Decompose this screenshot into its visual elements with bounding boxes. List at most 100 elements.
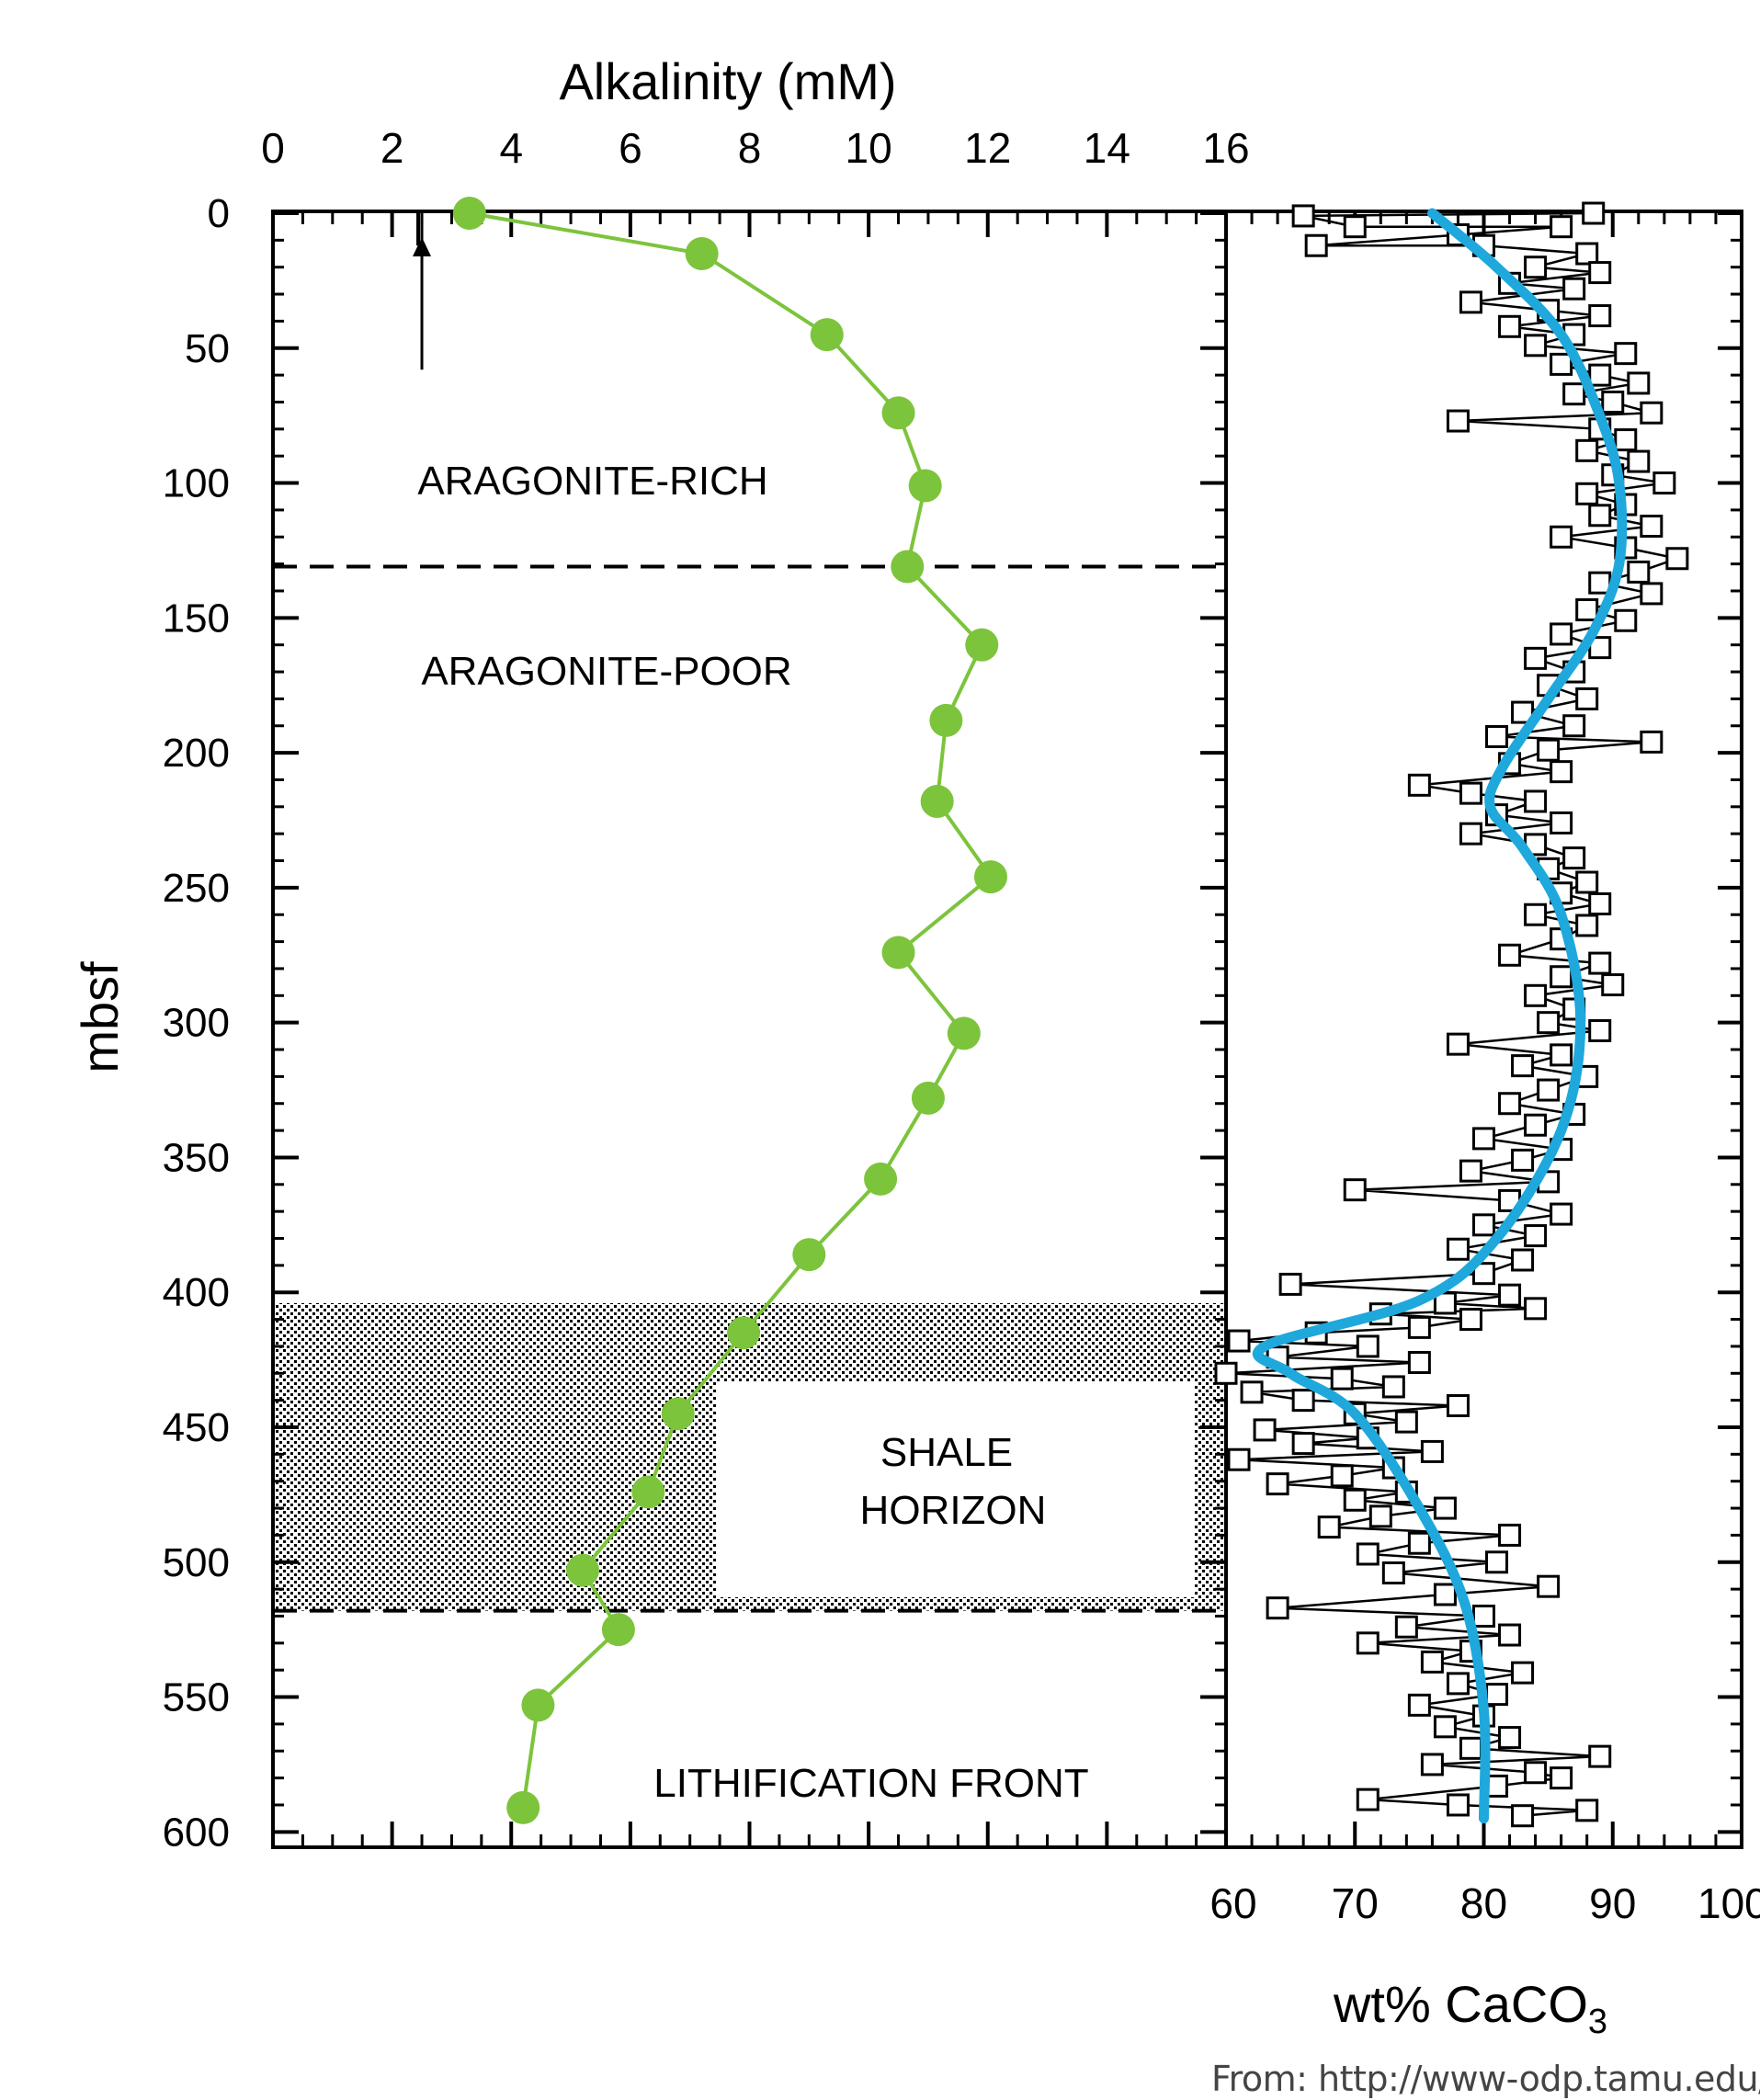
zone-label-aragonite-poor: ARAGONITE-POOR [421, 649, 791, 694]
alkalinity-point [891, 550, 925, 584]
carbonate-tick-label: 90 [1589, 1879, 1636, 1927]
carbonate-point [1291, 1389, 1315, 1413]
carbonate-point [1459, 1308, 1482, 1332]
alkalinity-tick-label: 8 [738, 124, 762, 172]
carbonate-point [1407, 1693, 1431, 1717]
carbonate-point [1446, 409, 1470, 433]
alkalinity-point [947, 1016, 981, 1050]
carbonate-point [1330, 1464, 1354, 1488]
carbonate-point [1601, 973, 1625, 997]
carbonate-point [1498, 1283, 1522, 1307]
depth-tick-label: 150 [163, 596, 230, 641]
carbonate-point [1498, 1092, 1522, 1116]
carbonate-point [1420, 1753, 1444, 1776]
source-note: From: http://www-odp.tamu.edu/ [1211, 2059, 1760, 2099]
carbonate-point [1485, 724, 1509, 748]
carbonate-point [1278, 1272, 1302, 1296]
carbonate-point [1524, 334, 1548, 358]
carbonate-point [1575, 482, 1599, 505]
carbonate-point [1537, 1574, 1561, 1598]
carbonate-trend-line [1252, 208, 1628, 1824]
carbonate-point [1562, 277, 1586, 301]
alkalinity-axis-title: Alkalinity (mM) [559, 52, 896, 110]
carbonate-trend [1252, 208, 1628, 1824]
carbonate-point [1588, 363, 1612, 387]
carbonate-point [1562, 846, 1586, 870]
carbonate-point [1356, 1334, 1380, 1358]
carbonate-tick-label: 60 [1209, 1879, 1256, 1927]
axis-tick-labels: 0 50 100 150 200 250 300 350 400 450 500 550 600 0 2 4 6… [163, 124, 1760, 1927]
carbonate-point [1575, 438, 1599, 462]
carbonate-point [1472, 1213, 1495, 1237]
carbonate-point [1511, 1148, 1535, 1172]
carbonate-scatter [1214, 201, 1689, 1828]
zone-label-shale-line1: SHALE [880, 1430, 1013, 1475]
carbonate-point [1652, 471, 1676, 495]
alkalinity-point [631, 1475, 665, 1509]
alkalinity-series [452, 197, 1007, 1824]
carbonate-point [1575, 1799, 1599, 1822]
carbonate-point [1407, 1531, 1431, 1555]
carbonate-tick-label: 70 [1332, 1879, 1379, 1927]
depth-tick-label: 200 [163, 731, 230, 776]
alkalinity-point [521, 1688, 555, 1722]
carbonate-point [1588, 571, 1612, 595]
carbonate-point [1459, 1736, 1482, 1760]
carbonate-point [1640, 401, 1663, 425]
carbonate-point [1240, 1380, 1264, 1404]
carbonate-point [1627, 371, 1651, 395]
zone-label-lithification: LITHIFICATION FRONT [653, 1761, 1088, 1806]
carbonate-point [1588, 891, 1612, 915]
depth-tick-label: 0 [208, 191, 230, 236]
carbonate-point [1524, 255, 1548, 279]
carbonate-point [1575, 914, 1599, 937]
carbonate-point [1524, 789, 1548, 813]
carbonate-point [1407, 773, 1431, 797]
carbonate-point [1446, 1672, 1470, 1696]
carbonate-point [1343, 1488, 1367, 1512]
carbonate-point [1614, 342, 1638, 366]
carbonate-point [1446, 1394, 1470, 1418]
alkalinity-point [727, 1316, 761, 1350]
alkalinity-point [506, 1790, 540, 1824]
alkalinity-point [452, 197, 486, 230]
carbonate-point [1498, 1726, 1522, 1750]
carbonate-point [1459, 822, 1482, 846]
carbonate-point [1550, 525, 1573, 549]
seawater-alkalinity-arrow [413, 213, 432, 370]
carbonate-point [1446, 1032, 1470, 1056]
alkalinity-tick-label: 4 [499, 124, 523, 172]
carbonate-point [1266, 1596, 1289, 1620]
carbonate-point [1588, 1018, 1612, 1042]
carbonate-point [1537, 738, 1561, 762]
carbonate-point [1550, 1202, 1573, 1226]
alkalinity-point [881, 396, 915, 430]
depth-zones [273, 564, 1226, 1613]
alkalinity-tick-label: 6 [619, 124, 642, 172]
carbonate-point [1550, 811, 1573, 834]
carbonate-point [1446, 1793, 1470, 1817]
carbonate-point [1537, 1011, 1561, 1035]
depth-tick-label: 350 [163, 1135, 230, 1180]
carbonate-point [1330, 1367, 1354, 1391]
alkalinity-tick-label: 12 [964, 124, 1011, 172]
carbonate-point [1498, 1623, 1522, 1647]
depth-tick-label: 300 [163, 1001, 230, 1046]
carbonate-point [1524, 1113, 1548, 1137]
carbonate-point [1381, 1561, 1405, 1585]
carbonate-point [1472, 1262, 1495, 1286]
carbonate-point [1524, 902, 1548, 926]
alkalinity-point [973, 860, 1007, 894]
carbonate-point [1588, 1744, 1612, 1768]
carbonate-point [1575, 598, 1599, 622]
carbonate-point [1291, 1432, 1315, 1456]
carbonate-point [1266, 1472, 1289, 1496]
carbonate-point [1511, 1804, 1535, 1828]
carbonate-point [1575, 870, 1599, 894]
carbonate-point [1498, 1523, 1522, 1547]
carbonate-point [1511, 1248, 1535, 1272]
carbonate-point [1511, 1054, 1535, 1078]
carbonate-point [1588, 261, 1612, 285]
carbonate-point [1511, 700, 1535, 724]
